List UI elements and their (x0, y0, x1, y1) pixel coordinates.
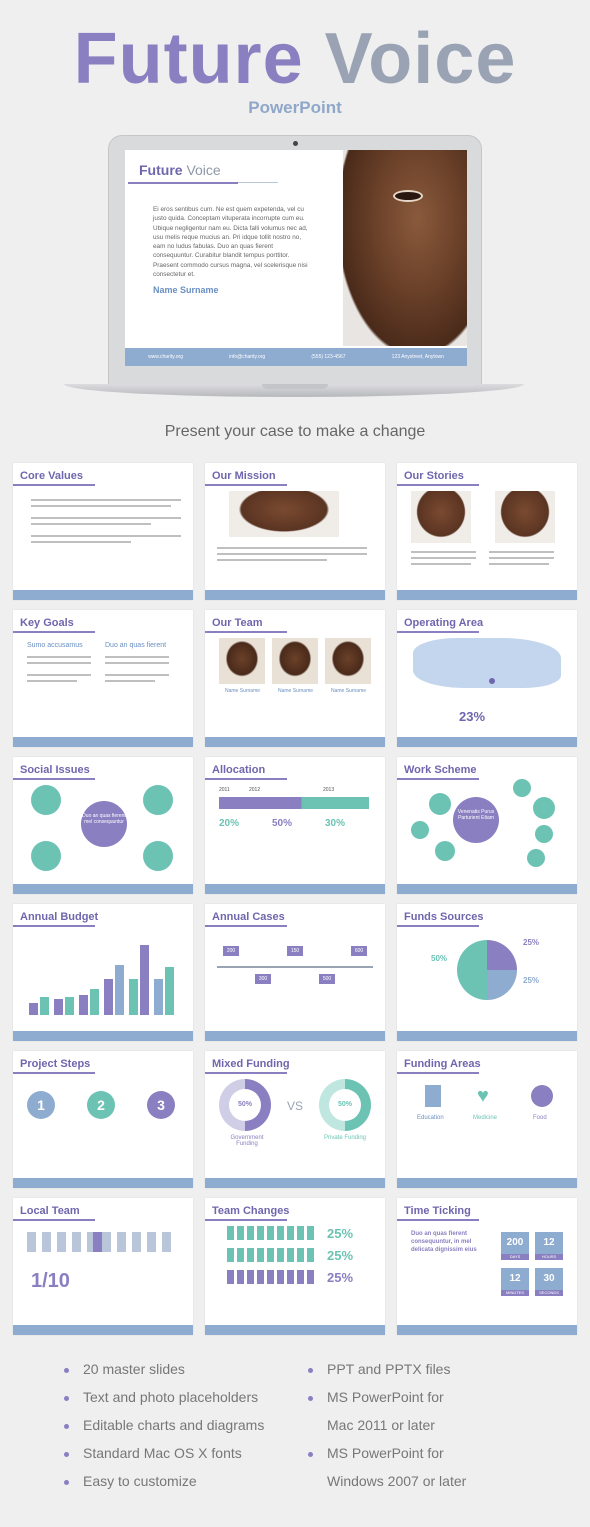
feature-item: Easy to customize (64, 1472, 197, 1490)
footer-email: info@charity.org (229, 354, 266, 360)
slide-operating-area[interactable]: Operating Area 23% (397, 610, 577, 747)
slide-mixed-funding[interactable]: Mixed Funding 50% VS 50% Government Fund… (205, 1051, 385, 1188)
feature-item: Windows 2007 or later (327, 1473, 467, 1489)
slide-title: Allocation (212, 764, 266, 776)
laptop-base (64, 384, 524, 397)
footer-web: www.charity.org (148, 354, 183, 360)
child-eye (393, 190, 423, 202)
apple-icon (531, 1085, 553, 1107)
slide-team-changes[interactable]: Team Changes 25% 25% 25% (205, 1198, 385, 1335)
slide-title: Work Scheme (404, 764, 477, 776)
feature-item: Editable charts and diagrams (64, 1416, 264, 1434)
slide-annual-cases[interactable]: Annual Cases 200 300 150 500 600 (205, 904, 385, 1041)
feature-item: MS PowerPoint for (308, 1388, 444, 1406)
slide-title: Our Team (212, 617, 263, 629)
work-center-node: Venenatis Purus Parturient Etiam (453, 797, 499, 843)
camera-dot (293, 141, 298, 146)
slide-time-ticking[interactable]: Time Ticking Duo an quas fierent consequ… (397, 1198, 577, 1335)
footer-address: 123 Anystreet, Anytown (391, 354, 444, 360)
screen-rule-accent (128, 182, 238, 184)
slide-title: Our Mission (212, 470, 276, 482)
hero-title: Future Voice (0, 18, 590, 100)
screen-body-text: Ei eros sentibus cum. Ne est quem expete… (153, 206, 308, 279)
slide-social-issues[interactable]: Social Issues Duo an quas fierent mel co… (13, 757, 193, 894)
feature-item: PPT and PPTX files (308, 1360, 450, 1378)
feature-item: Text and photo placeholders (64, 1388, 258, 1406)
slide-our-stories[interactable]: Our Stories (397, 463, 577, 600)
slide-title: Our Stories (404, 470, 464, 482)
book-icon (425, 1085, 441, 1107)
feature-item: Standard Mac OS X fonts (64, 1444, 242, 1462)
goals-col1-heading: Sumo accusamus (27, 642, 83, 649)
child-photo (343, 150, 467, 346)
slide-title: Local Team (20, 1205, 80, 1217)
slide-allocation[interactable]: Allocation 2011 2012 2013 20% 50% 30% (205, 757, 385, 894)
goals-col2-heading: Duo an quas fierent (105, 642, 167, 649)
feature-item: Mac 2011 or later (327, 1417, 435, 1433)
slide-key-goals[interactable]: Key Goals Sumo accusamus Duo an quas fie… (13, 610, 193, 747)
screen-name: Name Surname (153, 285, 219, 295)
slide-title: Social Issues (20, 764, 90, 776)
hero-title-part2: Voice (324, 19, 517, 99)
slide-title: Core Values (20, 470, 83, 482)
slide-funding-areas[interactable]: Funding Areas ♥ Education Medicine Food (397, 1051, 577, 1188)
feature-item: 20 master slides (64, 1360, 185, 1378)
hero-subtitle: PowerPoint (248, 98, 342, 117)
screen-title: Future Voice (139, 162, 221, 178)
feature-item: MS PowerPoint for (308, 1444, 444, 1462)
slide-local-team[interactable]: Local Team 1/10 (13, 1198, 193, 1335)
screen-footer: www.charity.org info@charity.org (555) 1… (125, 348, 467, 366)
laptop-mockup: Future Voice Ei eros sentibus cum. Ne es… (108, 135, 482, 385)
laptop-screen: Future Voice Ei eros sentibus cum. Ne es… (125, 150, 467, 366)
slide-our-team[interactable]: Our Team Name Surname Name Surname Name … (205, 610, 385, 747)
slide-title: Annual Cases (212, 911, 285, 923)
slide-annual-budget[interactable]: Annual Budget (13, 904, 193, 1041)
world-map (413, 638, 561, 688)
slide-title: Funding Areas (404, 1058, 481, 1070)
hero-title-part1: Future (73, 19, 304, 99)
slide-title: Operating Area (404, 617, 484, 629)
slide-title: Funds Sources (404, 911, 484, 923)
slide-work-scheme[interactable]: Work Scheme Venenatis Purus Parturient E… (397, 757, 577, 894)
slide-core-values[interactable]: Core Values (13, 463, 193, 600)
slide-title: Time Ticking (404, 1205, 471, 1217)
slide-our-mission[interactable]: Our Mission (205, 463, 385, 600)
people-row (27, 1232, 177, 1252)
slide-title: Annual Budget (20, 911, 99, 923)
footer-phone: (555) 123-4567 (311, 354, 346, 360)
slide-funds-sources[interactable]: Funds Sources 50% 25% 25% (397, 904, 577, 1041)
tagline: Present your case to make a change (164, 423, 426, 440)
heart-icon: ♥ (477, 1085, 489, 1107)
slide-title: Key Goals (20, 617, 74, 629)
slide-title: Project Steps (20, 1058, 91, 1070)
local-ratio: 1/10 (31, 1270, 70, 1292)
operating-pct: 23% (459, 709, 486, 724)
funds-pie (457, 940, 517, 1000)
social-center-node: Duo an quas fierent mel consequuntur (81, 801, 127, 847)
slide-project-steps[interactable]: Project Steps 1 2 3 (13, 1051, 193, 1188)
laptop-notch (262, 384, 328, 389)
slide-title: Team Changes (212, 1205, 290, 1217)
slide-title: Mixed Funding (212, 1058, 290, 1070)
